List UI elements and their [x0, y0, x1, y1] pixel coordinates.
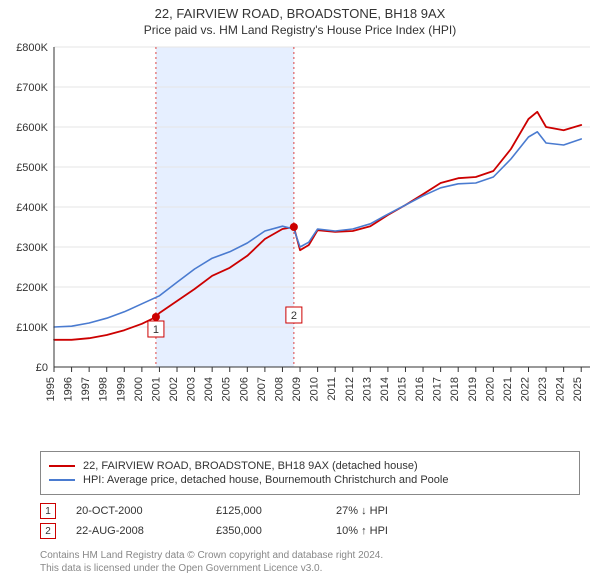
svg-text:2008: 2008	[273, 377, 285, 401]
legend-swatch	[49, 479, 75, 481]
legend-label: HPI: Average price, detached house, Bour…	[83, 474, 448, 486]
svg-text:2001: 2001	[150, 377, 162, 401]
svg-text:1: 1	[153, 324, 159, 336]
svg-text:1997: 1997	[80, 377, 92, 401]
svg-text:2025: 2025	[572, 377, 584, 401]
svg-text:£800K: £800K	[16, 42, 48, 54]
svg-text:1996: 1996	[63, 377, 75, 401]
svg-text:2016: 2016	[414, 377, 426, 401]
svg-text:£700K: £700K	[16, 82, 48, 94]
svg-text:£300K: £300K	[16, 242, 48, 254]
svg-text:2014: 2014	[379, 377, 391, 401]
svg-text:2003: 2003	[186, 377, 198, 401]
svg-text:2012: 2012	[344, 377, 356, 401]
svg-text:£400K: £400K	[16, 202, 48, 214]
svg-text:2017: 2017	[432, 377, 444, 401]
sale-date: 20-OCT-2000	[76, 505, 216, 517]
svg-text:2013: 2013	[361, 377, 373, 401]
svg-text:2002: 2002	[168, 377, 180, 401]
svg-text:2: 2	[291, 310, 297, 322]
svg-text:2009: 2009	[291, 377, 303, 401]
svg-text:2019: 2019	[467, 377, 479, 401]
svg-text:2022: 2022	[519, 377, 531, 401]
svg-text:£500K: £500K	[16, 162, 48, 174]
svg-text:2005: 2005	[221, 377, 233, 401]
sale-delta: 27% ↓ HPI	[336, 505, 456, 517]
legend-label: 22, FAIRVIEW ROAD, BROADSTONE, BH18 9AX …	[83, 460, 418, 472]
sale-date: 22-AUG-2008	[76, 525, 216, 537]
svg-text:2004: 2004	[203, 377, 215, 401]
svg-text:2023: 2023	[537, 377, 549, 401]
svg-text:2020: 2020	[484, 377, 496, 401]
svg-text:2000: 2000	[133, 377, 145, 401]
sale-price: £125,000	[216, 505, 336, 517]
sales-table: 1 20-OCT-2000£125,00027% ↓ HPI 2 22-AUG-200…	[40, 503, 580, 539]
svg-text:1998: 1998	[98, 377, 110, 401]
sale-number-badge: 2	[40, 523, 56, 539]
chart-area: £0 £100K £200K £300K £400K £500K £600K £700K £80…	[0, 37, 600, 447]
legend: 22, FAIRVIEW ROAD, BROADSTONE, BH18 9AX …	[40, 451, 580, 495]
svg-text:2024: 2024	[555, 377, 567, 401]
sale-number-badge: 1	[40, 503, 56, 519]
svg-text:2010: 2010	[309, 377, 321, 401]
svg-text:1995: 1995	[45, 377, 57, 401]
sale-price: £350,000	[216, 525, 336, 537]
svg-text:2015: 2015	[396, 377, 408, 401]
svg-text:£600K: £600K	[16, 122, 48, 134]
svg-text:£0: £0	[36, 362, 48, 374]
chart-subtitle: Price paid vs. HM Land Registry's House …	[0, 23, 600, 37]
svg-text:£100K: £100K	[16, 322, 48, 334]
svg-text:£200K: £200K	[16, 282, 48, 294]
sale-row: 1 20-OCT-2000£125,00027% ↓ HPI	[40, 503, 580, 519]
footer-line-1: Contains HM Land Registry data © Crown c…	[40, 549, 580, 562]
sale-delta: 10% ↑ HPI	[336, 525, 456, 537]
svg-text:2007: 2007	[256, 377, 268, 401]
svg-text:2011: 2011	[326, 377, 338, 401]
footer-line-2: This data is licensed under the Open Gov…	[40, 562, 580, 575]
legend-item: HPI: Average price, detached house, Bour…	[49, 474, 571, 486]
chart-title-block: 22, FAIRVIEW ROAD, BROADSTONE, BH18 9AX …	[0, 0, 600, 37]
svg-text:2021: 2021	[502, 377, 514, 401]
legend-swatch	[49, 465, 75, 467]
svg-text:2006: 2006	[238, 377, 250, 401]
line-chart: £0 £100K £200K £300K £400K £500K £600K £700K £80…	[0, 37, 600, 447]
footer-attribution: Contains HM Land Registry data © Crown c…	[40, 549, 580, 575]
svg-text:1999: 1999	[115, 377, 127, 401]
sale-row: 2 22-AUG-2008£350,00010% ↑ HPI	[40, 523, 580, 539]
chart-title: 22, FAIRVIEW ROAD, BROADSTONE, BH18 9AX	[0, 6, 600, 21]
legend-item: 22, FAIRVIEW ROAD, BROADSTONE, BH18 9AX …	[49, 460, 571, 472]
svg-text:2018: 2018	[449, 377, 461, 401]
